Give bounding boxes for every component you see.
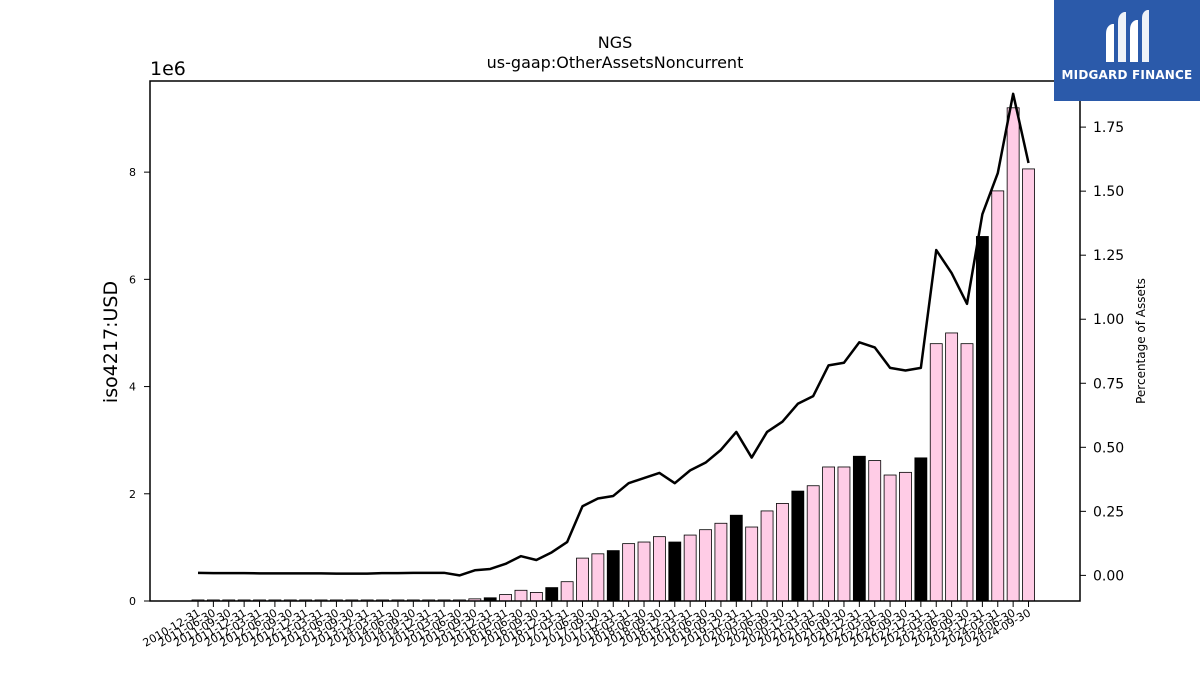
- bar: [776, 503, 789, 602]
- y2-axis-label: Percentage of Assets: [1134, 278, 1148, 404]
- y-tick-label: 6: [129, 273, 136, 286]
- bar: [560, 581, 574, 602]
- bar: [745, 526, 759, 602]
- bar: [914, 457, 928, 602]
- y2-tick-label: 1.00: [1093, 312, 1124, 328]
- bar: [899, 471, 912, 602]
- y2-tick-label: 1.75: [1093, 120, 1124, 136]
- chart-subtitle: us-gaap:OtherAssetsNoncurrent: [487, 53, 744, 72]
- bar: [791, 490, 805, 602]
- bar: [606, 550, 620, 602]
- bar: [653, 536, 666, 602]
- bar: [852, 455, 866, 602]
- y-tick-label: 4: [129, 381, 136, 394]
- y2-tick-label: 0.50: [1093, 440, 1124, 456]
- bar: [868, 460, 882, 602]
- plot-frame: [149, 80, 1081, 602]
- y-tick-label: 2: [129, 488, 136, 501]
- bar: [991, 190, 1005, 602]
- y2-tick-label: 0.00: [1093, 568, 1124, 584]
- y2-tick-label: 0.75: [1093, 376, 1124, 392]
- bar: [699, 529, 712, 602]
- y-offset-label: 1e6: [150, 58, 186, 80]
- bar: [960, 343, 974, 602]
- bar: [975, 236, 989, 602]
- y2-tick-label: 1.25: [1093, 248, 1124, 264]
- bar: [1006, 107, 1020, 602]
- bar: [683, 534, 697, 602]
- bar: [529, 592, 543, 602]
- y-tick-label: 8: [129, 166, 136, 179]
- bar: [545, 587, 559, 602]
- bar: [822, 466, 835, 602]
- bar: [929, 343, 943, 602]
- bar: [883, 474, 897, 602]
- bar: [945, 332, 959, 602]
- midgard-logo-icon: [1106, 10, 1149, 62]
- bar: [637, 541, 651, 602]
- y-axis-label: iso4217:USD: [100, 281, 122, 403]
- y2-tick-label: 1.50: [1093, 184, 1124, 200]
- brand-name: MIDGARD FINANCE: [1061, 68, 1193, 82]
- percentage-line: [197, 92, 1030, 577]
- bar: [514, 589, 528, 602]
- bar: [591, 553, 605, 602]
- bar: [499, 594, 513, 602]
- bar: [837, 466, 851, 602]
- chart-title: NGS: [598, 33, 633, 52]
- y-tick-label: 0: [129, 595, 136, 608]
- y2-tick-label: 0.25: [1093, 504, 1124, 520]
- bar: [760, 510, 774, 602]
- brand-logo: MIDGARD FINANCE: [1054, 0, 1200, 101]
- bar: [622, 543, 636, 602]
- bar: [1022, 168, 1035, 602]
- bar: [729, 514, 743, 602]
- bar: [668, 541, 682, 602]
- bar: [714, 522, 728, 602]
- bar: [806, 485, 820, 602]
- bar: [576, 557, 589, 602]
